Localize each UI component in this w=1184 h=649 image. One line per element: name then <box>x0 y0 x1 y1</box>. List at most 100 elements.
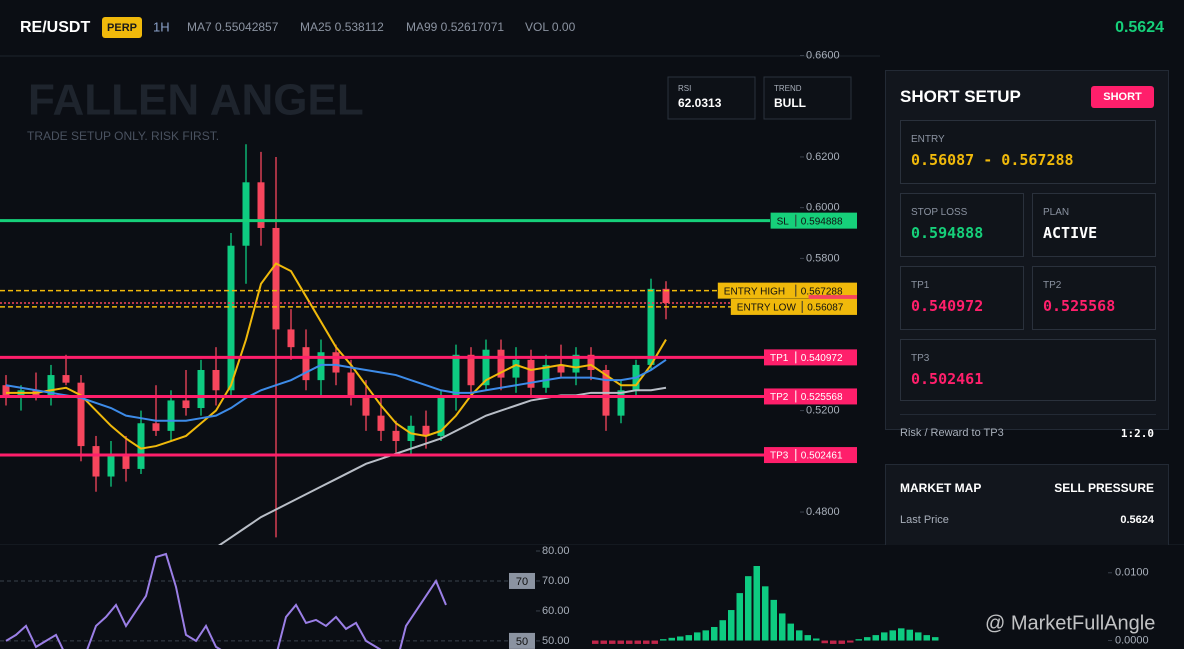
watermark-title: FALLEN ANGEL <box>28 76 364 125</box>
level-name: SL <box>777 216 790 227</box>
pair: RE/USDT <box>20 19 90 36</box>
candle-body <box>182 400 190 409</box>
level-name: TP3 <box>770 451 789 462</box>
level-name: TP1 <box>770 353 789 364</box>
label: TP1 <box>911 280 930 291</box>
info-label: RSI <box>678 84 691 93</box>
label: TP3 <box>911 353 930 364</box>
candle-body <box>497 349 505 378</box>
candle-body <box>122 453 130 469</box>
candle-body <box>467 354 475 386</box>
candle-body <box>527 359 535 388</box>
candle-body <box>62 375 70 383</box>
label: PLAN <box>1043 207 1070 218</box>
value: 0.502461 <box>911 370 984 388</box>
value: 0.56087 - 0.567288 <box>911 151 1074 169</box>
level-value: 0.540972 <box>801 353 843 364</box>
level-value: 0.56087 <box>807 303 844 314</box>
rr-label: Risk / Reward to TP3 <box>900 427 1004 439</box>
candle-body <box>347 372 355 396</box>
row-label: Last Price <box>900 514 949 526</box>
plot <box>2 144 670 545</box>
candle-body <box>542 364 550 388</box>
interval[interactable]: 1H <box>153 19 170 34</box>
candle-body <box>482 349 490 386</box>
candle-body <box>512 359 520 378</box>
perp-badge: PERP <box>107 22 137 34</box>
candle-body <box>317 352 325 381</box>
candle-body <box>2 385 10 398</box>
entry-box: ENTRY 0.56087 - 0.567288 <box>900 120 1156 184</box>
y-tick-label: 0.6000 <box>806 202 840 214</box>
candle-body <box>17 390 25 398</box>
short-badge: SHORT <box>1091 86 1154 108</box>
candle-body <box>137 423 145 469</box>
stop-box: STOP LOSS 0.594888 <box>900 193 1024 257</box>
candle-body <box>377 415 385 431</box>
candle-body <box>437 397 445 436</box>
candle-body <box>212 369 220 391</box>
info-box <box>763 76 852 120</box>
ma-line <box>217 386 667 545</box>
level-value: 0.594888 <box>801 216 843 227</box>
level-tag-bg <box>764 349 857 366</box>
candle-body <box>302 347 310 381</box>
candle-body <box>47 375 55 396</box>
row-value: 0.5624 <box>1120 514 1154 526</box>
y-tick-label: 0.5200 <box>806 404 840 416</box>
y-tick-label: 0.6600 <box>806 49 840 61</box>
ma-line <box>6 262 667 450</box>
candle-body <box>362 395 370 416</box>
y-tick-label: 0.6200 <box>806 151 840 163</box>
level-value: 0.502461 <box>801 451 843 462</box>
candle-body <box>332 352 340 373</box>
subtitle: TRADE SETUP ONLY. RISK FIRST. <box>27 129 219 143</box>
stat: VOL 0.00 <box>525 20 576 34</box>
label: TP2 <box>1043 280 1062 291</box>
perp-badge-bg <box>102 17 142 38</box>
candle-body <box>77 382 85 447</box>
candle-body <box>617 390 625 416</box>
map-status: SELL PRESSURE <box>1054 481 1154 495</box>
level-tag-bg <box>717 282 857 299</box>
level-name: ENTRY LOW <box>737 303 797 314</box>
candle-body <box>392 430 400 442</box>
divider <box>900 414 1156 415</box>
rr-value: 1:2.0 <box>1120 427 1154 440</box>
ma-line <box>5 359 667 422</box>
candle-body <box>107 453 115 477</box>
level-tag-bg <box>730 298 857 315</box>
level-name: TP2 <box>770 392 789 403</box>
market-map: MARKET MAP SELL PRESSURE Last Price 0.56… <box>885 464 1169 554</box>
stat: MA25 0.538112 <box>300 20 384 34</box>
value: 0.540972 <box>911 297 984 315</box>
candle-body <box>572 354 580 373</box>
candle-body <box>287 329 295 348</box>
stat: MA7 0.55042857 <box>187 20 279 34</box>
level-tag-bg <box>770 212 857 229</box>
stat: MA99 0.52617071 <box>406 20 504 34</box>
y-tick-label: 0.5800 <box>806 252 840 264</box>
level-tag-bg <box>764 388 857 405</box>
last-price: 0.5624 <box>1115 19 1164 36</box>
candle-body <box>242 182 250 246</box>
candle-body <box>452 354 460 398</box>
candle-body <box>647 288 655 365</box>
map-title: MARKET MAP <box>900 481 982 495</box>
value: ACTIVE <box>1043 224 1098 242</box>
tp2-box: TP2 0.525568 <box>1032 266 1156 330</box>
level-value: 0.525568 <box>801 392 843 403</box>
label: STOP LOSS <box>911 207 968 218</box>
tp1-box: TP1 0.540972 <box>900 266 1024 330</box>
setup-panel: SHORT SETUP SHORT ENTRY 0.56087 - 0.56728… <box>885 70 1169 440</box>
level-name: ENTRY HIGH <box>724 286 785 297</box>
setup-title: SHORT SETUP <box>900 87 1021 106</box>
y-tick-label: 0.4800 <box>806 506 840 518</box>
candle-body <box>272 227 280 330</box>
candle-body <box>92 446 100 477</box>
candle-body <box>257 182 265 228</box>
value: 0.594888 <box>911 224 984 242</box>
plan-box: PLAN ACTIVE <box>1032 193 1156 257</box>
rsi-title: RSI 14 <box>14 553 48 565</box>
candle-body <box>662 288 670 304</box>
